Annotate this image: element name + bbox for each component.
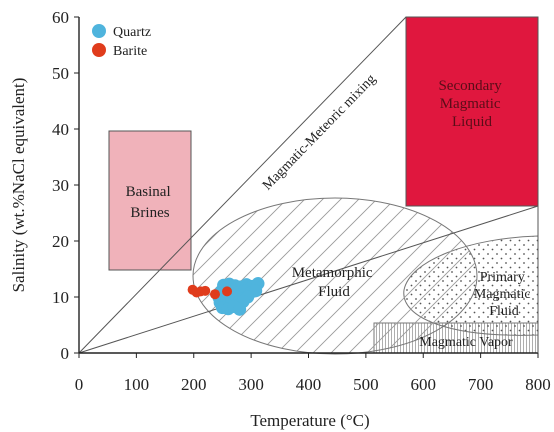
magmatic-vapor-label: Magmatic Vapor — [419, 335, 513, 350]
legend: Quartz Barite — [92, 24, 151, 59]
y-tick-label: 10 — [52, 288, 69, 307]
secondary-magmatic-liquid-region — [405, 16, 539, 207]
x-tick-label: 400 — [296, 375, 322, 394]
barite-point — [209, 289, 220, 300]
data-points — [187, 277, 265, 316]
primary-magmatic-fluid-label: Primary Magmatic Fluid — [474, 270, 534, 319]
x-tick-label: 0 — [75, 375, 84, 394]
mixing-line-upper — [78, 16, 407, 354]
x-tick-label: 600 — [411, 375, 437, 394]
y-tick-label: 20 — [52, 232, 69, 251]
quartz-point — [233, 302, 247, 316]
y-tick-label: 60 — [52, 8, 69, 27]
x-tick-label: 300 — [238, 375, 264, 394]
basinal-brines-label: Basinal Brines — [126, 184, 175, 221]
y-tick-label: 50 — [52, 64, 69, 83]
barite-point — [222, 286, 233, 297]
mixing-label: Magmatic-Meteoric mixing — [260, 72, 379, 194]
legend-quartz-label: Quartz — [113, 25, 151, 40]
y-tick-label: 30 — [52, 176, 69, 195]
x-tick-label: 200 — [181, 375, 207, 394]
metamorphic-fluid-region — [192, 197, 478, 355]
metamorphic-fluid-label: Metamorphic Fluid — [292, 265, 377, 300]
mixing-line-lower — [78, 205, 539, 354]
y-tick-label: 0 — [61, 344, 70, 363]
legend-barite-marker — [92, 43, 106, 57]
y-tick-label: 40 — [52, 120, 69, 139]
x-tick-label: 700 — [468, 375, 494, 394]
x-tick-label: 100 — [124, 375, 150, 394]
basinal-brines-region — [108, 130, 192, 271]
x-tick-label: 500 — [353, 375, 379, 394]
x-axis-title: Temperature (°C) — [250, 411, 369, 430]
legend-quartz-marker — [92, 24, 106, 38]
x-tick-label: 800 — [525, 375, 551, 394]
barite-point — [200, 285, 211, 296]
y-axis-title: Salinity (wt.%NaCl equivalent) — [9, 78, 28, 293]
secondary-magmatic-liquid-label: Secondary Magmatic Liquid — [438, 78, 505, 130]
legend-barite-label: Barite — [113, 44, 147, 59]
